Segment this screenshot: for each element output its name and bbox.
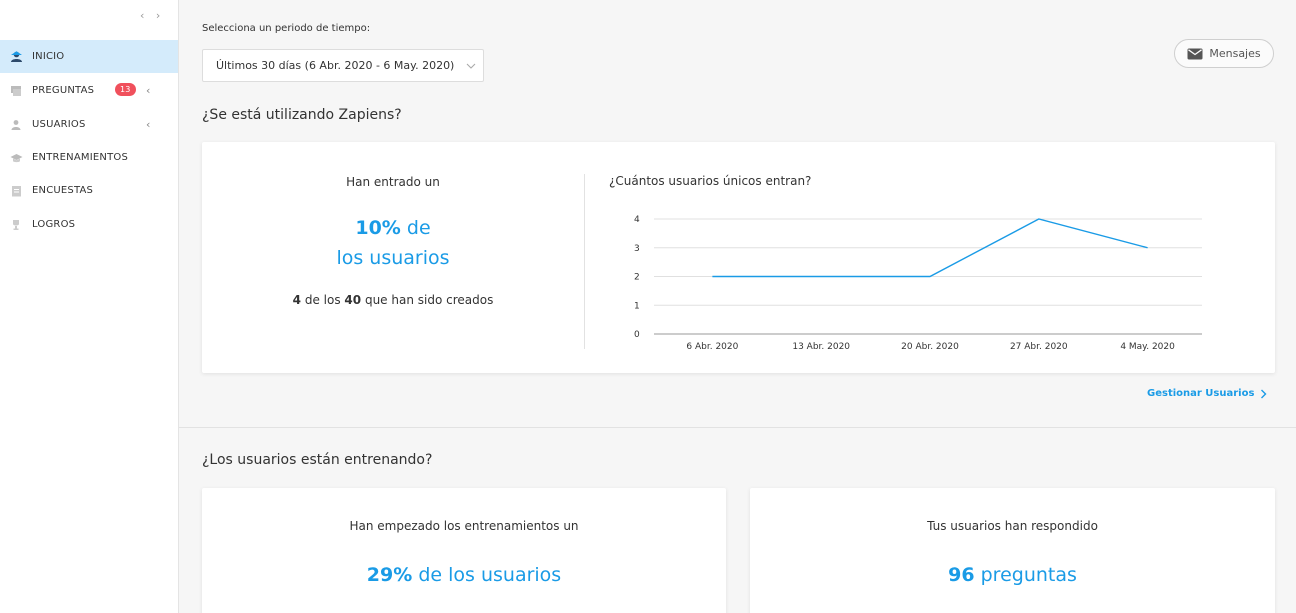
- training-percent-line: 29% de los usuarios: [202, 564, 726, 586]
- usage-percent-line: 10% de: [202, 217, 584, 239]
- usage-percent: 10%: [355, 217, 401, 239]
- answers-value-line: 96 preguntas: [750, 564, 1275, 586]
- sidebar-item-usuarios[interactable]: USUARIOS ‹: [0, 108, 178, 141]
- sidebar-item-label: LOGROS: [32, 219, 76, 230]
- clipboard-icon: [9, 184, 23, 198]
- sidebar-item-preguntas[interactable]: PREGUNTAS 13 ‹: [0, 74, 178, 107]
- usage-percent-line2: los usuarios: [336, 247, 450, 269]
- sidebar-item-label: ENTRENAMIENTOS: [32, 152, 128, 163]
- unique-users-chart: 0 1 2 3 4 6 Abr. 2020 13 Abr. 2020 20 Abr. 2020…: [634, 215, 1202, 352]
- home-user-icon: [9, 50, 23, 64]
- sidebar-item-label: USUARIOS: [32, 119, 86, 130]
- answers-card: Tus usuarios han respondido 96 preguntas: [750, 488, 1275, 613]
- answers-suffix: preguntas: [980, 564, 1077, 586]
- usage-summary: Han entrado un 10% de los usuarios 4 de …: [202, 142, 584, 373]
- period-select[interactable]: Últimos 30 días (6 Abr. 2020 - 6 May. 20…: [202, 49, 484, 82]
- sidebar-collapse-toggle[interactable]: ‹ ›: [140, 9, 165, 22]
- sidebar-item-label: PREGUNTAS: [32, 85, 95, 96]
- chevron-down-icon: [466, 63, 476, 69]
- training-suffix: de los usuarios: [418, 564, 562, 586]
- envelope-icon: [1187, 48, 1203, 59]
- questions-count-badge: 13: [115, 83, 136, 96]
- training-intro: Han empezado los entrenamientos un: [349, 519, 579, 533]
- answers-value: 96: [948, 564, 975, 586]
- section-usage-title: ¿Se está utilizando Zapiens?: [202, 107, 402, 123]
- sidebar-item-label: ENCUESTAS: [32, 185, 94, 196]
- period-label: Selecciona un periodo de tiempo:: [202, 23, 371, 34]
- sidebar-item-logros[interactable]: LOGROS: [0, 208, 178, 241]
- trophy-icon: [9, 218, 23, 232]
- usage-count: 4: [292, 293, 302, 307]
- sidebar-item-label: INICIO: [32, 51, 65, 62]
- messages-label: Mensajes: [1209, 47, 1261, 60]
- chart-y-tick-label: 0: [634, 330, 640, 340]
- chart-title: ¿Cuántos usuarios únicos entran?: [609, 174, 812, 188]
- usage-count-suffix: que han sido creados: [364, 293, 494, 307]
- chart-y-tick-label: 3: [634, 244, 640, 254]
- user-icon: [9, 118, 23, 132]
- card-divider: [584, 174, 585, 349]
- usage-count-mid: de los: [304, 293, 341, 307]
- training-card: Han empezado los entrenamientos un 29% d…: [202, 488, 726, 613]
- chart-x-tick-label: 20 Abr. 2020: [901, 342, 959, 352]
- chart-y-tick-label: 1: [634, 301, 640, 311]
- chart-x-tick-label: 6 Abr. 2020: [686, 342, 738, 352]
- usage-card: Han entrado un 10% de los usuarios 4 de …: [202, 142, 1275, 373]
- graduation-cap-icon: [9, 151, 23, 165]
- manage-users-link[interactable]: Gestionar Usuarios: [1147, 388, 1267, 399]
- answers-intro: Tus usuarios han respondido: [927, 519, 1098, 533]
- manage-users-label: Gestionar Usuarios: [1147, 388, 1255, 399]
- sidebar: ‹ › INICIO PREGUNTAS 13 ‹ USUARIOS ‹ ENT…: [0, 0, 179, 613]
- chart-y-tick-label: 4: [634, 215, 640, 225]
- usage-intro: Han entrado un: [346, 175, 440, 189]
- sidebar-item-encuestas[interactable]: ENCUESTAS: [0, 174, 178, 207]
- main-content: Selecciona un periodo de tiempo: Últimos…: [179, 0, 1296, 613]
- sidebar-item-inicio[interactable]: INICIO: [0, 40, 178, 73]
- chevron-right-icon: [1261, 389, 1267, 398]
- usage-percent-suffix: de: [406, 217, 431, 239]
- chart-x-tick-label: 4 May. 2020: [1120, 342, 1175, 352]
- training-percent: 29%: [366, 564, 413, 586]
- sidebar-item-entrenamientos[interactable]: ENTRENAMIENTOS: [0, 141, 178, 174]
- usage-count-line: 4 de los 40 que han sido creados: [202, 293, 584, 307]
- section-separator: [179, 427, 1296, 428]
- questions-icon: [9, 84, 23, 98]
- chart-y-tick-label: 2: [634, 273, 640, 283]
- section-training-title: ¿Los usuarios están entrenando?: [202, 452, 433, 468]
- chevron-left-icon[interactable]: ‹: [146, 118, 151, 131]
- usage-total: 40: [344, 293, 362, 307]
- messages-button[interactable]: Mensajes: [1174, 39, 1274, 68]
- chart-x-tick-label: 13 Abr. 2020: [792, 342, 850, 352]
- period-select-value: Últimos 30 días (6 Abr. 2020 - 6 May. 20…: [216, 59, 455, 72]
- chevron-left-icon[interactable]: ‹: [146, 84, 151, 97]
- chart-x-tick-label: 27 Abr. 2020: [1010, 342, 1068, 352]
